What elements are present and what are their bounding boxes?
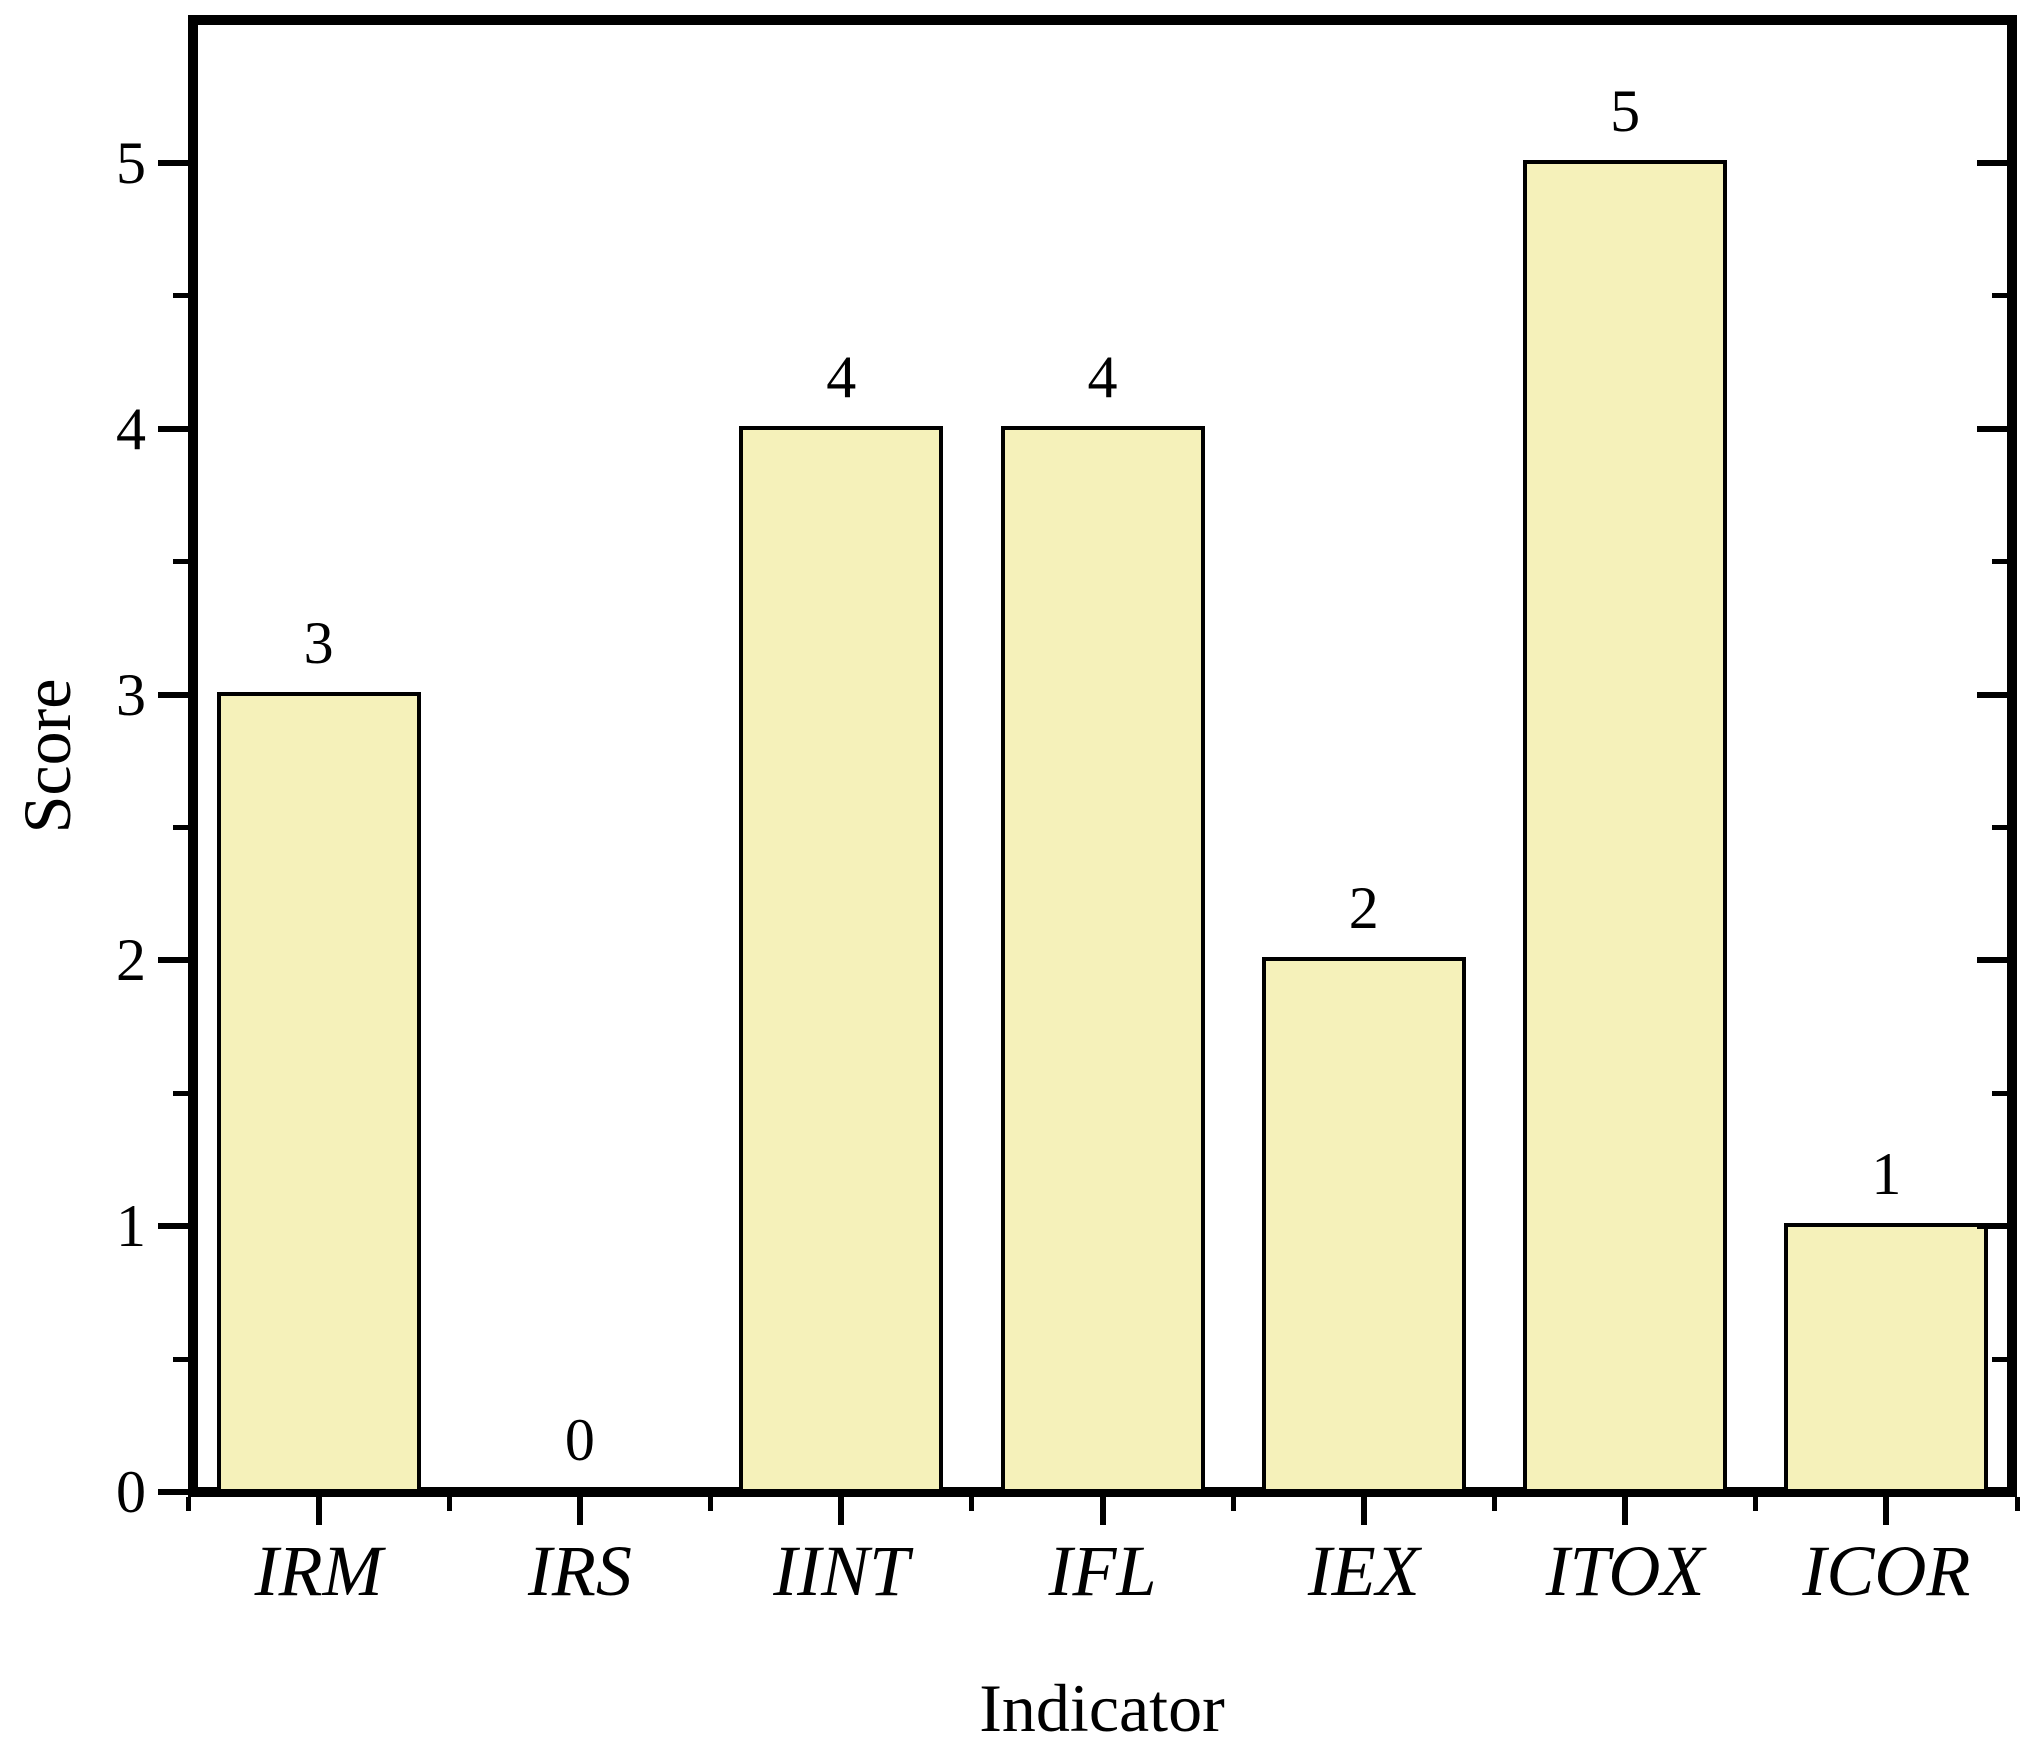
bar-IINT [739,425,944,1489]
bar-value-label-IRM: 3 [303,609,334,676]
y-major-tick-left [158,1489,188,1495]
y-tick-label-3: 3 [116,661,146,728]
y-major-tick-right [1977,160,2007,166]
y-major-tick-right [1977,957,2007,964]
bar-ICOR [1784,1223,1989,1489]
bar-value-label-IFL: 4 [1087,343,1118,410]
x-category-label-IINT: IINT [773,1531,910,1611]
y-major-tick-right [1977,691,2007,698]
y-minor-tick-right [1992,293,2007,299]
y-tick-label-4: 4 [116,395,146,462]
y-axis-title: Score [9,678,85,834]
x-minor-tick [2014,1497,2020,1511]
y-tick-label-0: 0 [116,1459,146,1525]
x-category-label-ITOX: ITOX [1545,1531,1705,1611]
x-minor-tick [1753,1497,1759,1511]
bar-value-label-ITOX: 5 [1610,78,1641,144]
x-axis-title: Indicator [979,1670,1225,1746]
y-tick-label-1: 1 [116,1193,146,1260]
bar-IEX [1261,957,1466,1489]
x-major-tick-IFL [1099,1497,1106,1525]
x-major-tick-IRM [315,1497,322,1525]
y-minor-tick-right [1992,1090,2007,1096]
y-major-tick-left [158,691,188,698]
bar-IRM [216,691,421,1489]
y-minor-tick-right [1992,559,2007,565]
y-minor-tick-left [173,1356,188,1362]
bar-value-label-IINT: 4 [826,343,857,410]
y-major-tick-left [158,160,188,166]
y-major-tick-left [158,1223,188,1230]
x-category-label-ICOR: ICOR [1802,1531,1971,1611]
y-minor-tick-right [1992,825,2007,830]
x-minor-tick [969,1497,975,1511]
x-major-tick-ICOR [1883,1497,1890,1525]
x-minor-tick [446,1497,452,1511]
y-major-tick-right [1977,1223,2007,1230]
bar-value-label-ICOR: 1 [1871,1141,1902,1208]
y-minor-tick-left [173,1090,188,1096]
x-major-tick-IINT [838,1497,845,1525]
x-minor-tick [185,1497,191,1511]
y-tick-label-5: 5 [116,130,146,196]
y-minor-tick-left [173,293,188,299]
y-major-tick-left [158,957,188,964]
bar-value-label-IEX: 2 [1348,875,1379,942]
x-category-label-IRM: IRM [254,1531,383,1611]
y-minor-tick-left [173,825,188,830]
x-major-tick-IRS [576,1497,583,1525]
bar-value-label-IRS: 0 [564,1407,595,1473]
x-minor-tick [1230,1497,1236,1511]
x-category-label-IRS: IRS [527,1531,632,1611]
y-minor-tick-right [1992,1356,2007,1362]
x-category-label-IFL: IFL [1048,1531,1157,1611]
y-major-tick-right [1977,425,2007,432]
bar-ITOX [1523,160,1728,1489]
x-major-tick-IEX [1360,1497,1367,1525]
y-minor-tick-left [173,559,188,565]
bar-IFL [1000,425,1205,1489]
y-tick-label-2: 2 [116,927,146,994]
y-major-tick-left [158,425,188,432]
x-minor-tick [1491,1497,1497,1511]
x-category-label-IEX: IEX [1307,1531,1420,1611]
x-minor-tick [708,1497,714,1511]
x-major-tick-ITOX [1622,1497,1629,1525]
